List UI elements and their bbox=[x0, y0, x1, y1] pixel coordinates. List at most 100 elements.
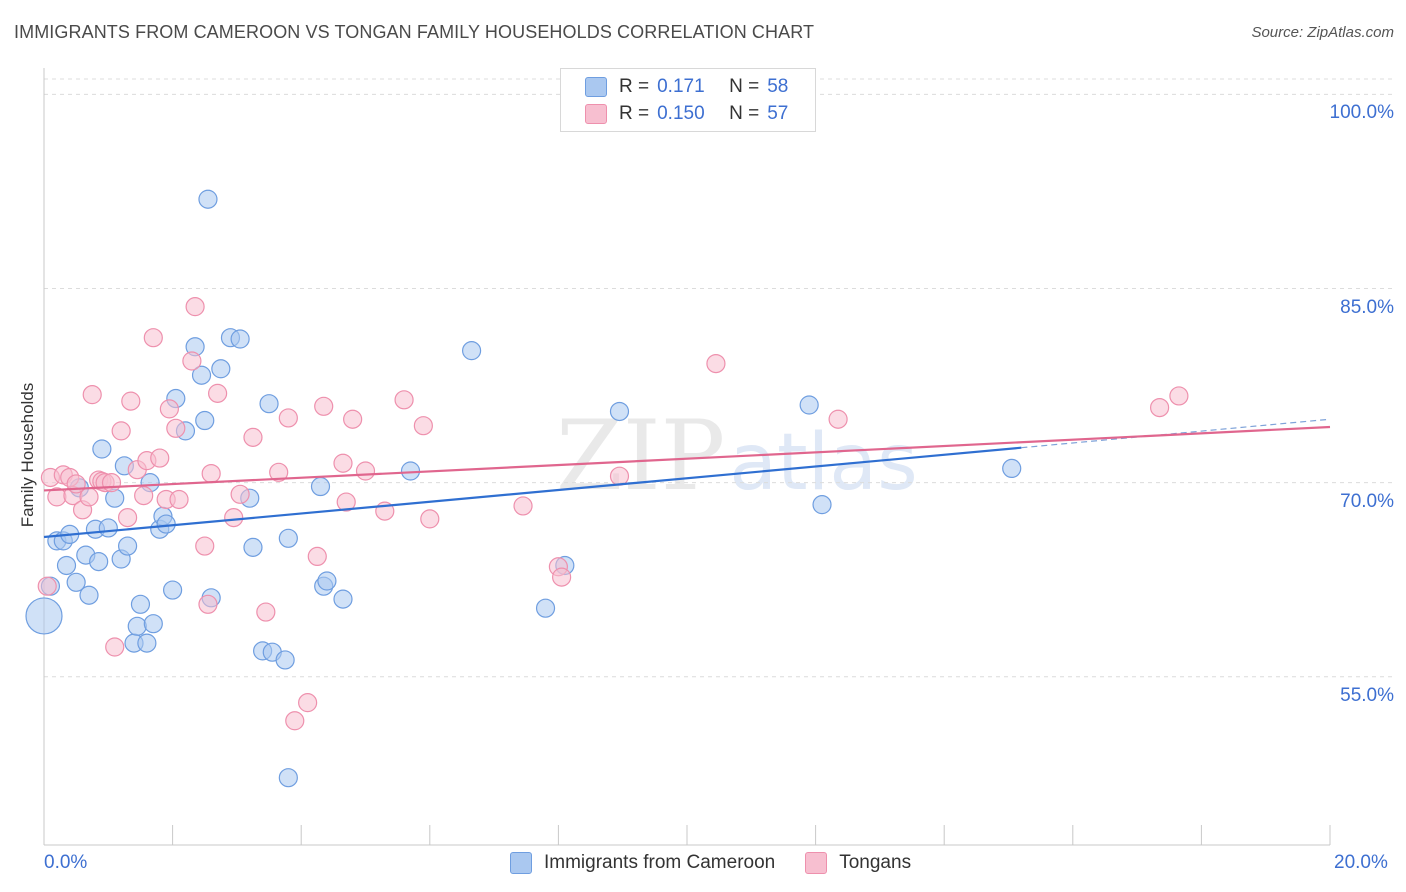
point-tongans bbox=[513, 496, 533, 516]
r-value: 0.171 bbox=[657, 76, 705, 97]
point-tongans bbox=[420, 509, 440, 529]
point-tongans bbox=[343, 409, 363, 429]
point-tongans bbox=[159, 399, 179, 419]
point-cameroon bbox=[198, 189, 218, 209]
point-tongans bbox=[336, 492, 356, 512]
point-cameroon bbox=[259, 394, 279, 414]
point-tongans bbox=[230, 484, 250, 504]
y-tick-label-100: 100.0% bbox=[1329, 102, 1394, 124]
point-tongans bbox=[314, 396, 334, 416]
legend-swatch-tongans bbox=[585, 104, 607, 124]
r-label: R = bbox=[619, 76, 650, 97]
point-tongans bbox=[121, 391, 141, 411]
point-cameroon bbox=[278, 528, 298, 548]
point-tongans bbox=[105, 637, 125, 657]
point-tongans bbox=[552, 567, 572, 587]
point-cameroon bbox=[98, 518, 118, 538]
stats-legend: R = 0.171 N = 58 R = 0.150 N = 57 bbox=[560, 68, 816, 132]
point-tongans bbox=[195, 536, 215, 556]
point-cameroon bbox=[812, 495, 832, 515]
y-tick-label-85: 85.0% bbox=[1340, 296, 1394, 318]
point-tongans bbox=[243, 427, 263, 447]
stats-row-cameroon: R = 0.171 N = 58 bbox=[585, 75, 789, 99]
point-cameroon bbox=[310, 476, 331, 497]
point-cameroon bbox=[275, 650, 295, 670]
legend-item-tongans[interactable]: Tongans bbox=[805, 852, 911, 874]
y-tick-label-70: 70.0% bbox=[1340, 490, 1394, 512]
point-tongans bbox=[706, 353, 726, 374]
point-tongans bbox=[208, 383, 228, 403]
legend-swatch-cameroon bbox=[510, 852, 532, 874]
watermark: ZIPatlas bbox=[556, 400, 918, 512]
legend-item-cameroon[interactable]: Immigrants from Cameroon bbox=[510, 852, 775, 874]
n-value: 57 bbox=[767, 103, 789, 124]
point-cameroon bbox=[191, 365, 212, 385]
point-cameroon bbox=[1002, 458, 1022, 479]
point-tongans bbox=[609, 466, 630, 486]
point-cameroon bbox=[461, 341, 482, 361]
n-label: N = bbox=[729, 76, 760, 97]
point-cameroon bbox=[92, 439, 112, 459]
point-tongans bbox=[169, 489, 189, 510]
point-cameroon bbox=[317, 571, 337, 591]
chart-title: IMMIGRANTS FROM CAMEROON VS TONGAN FAMIL… bbox=[14, 22, 815, 42]
point-cameroon bbox=[137, 633, 157, 653]
x-tick-label-max: 20.0% bbox=[1334, 852, 1388, 873]
point-cameroon bbox=[56, 555, 77, 576]
trend-line-cameroon-extended bbox=[1021, 418, 1331, 449]
legend-label-tongans: Tongans bbox=[839, 852, 912, 873]
point-tongans bbox=[1169, 386, 1189, 406]
point-tongans bbox=[285, 711, 305, 731]
point-cameroon bbox=[243, 537, 263, 557]
point-tongans bbox=[117, 507, 138, 528]
n-value: 58 bbox=[767, 76, 789, 97]
point-tongans bbox=[143, 328, 163, 348]
point-tongans bbox=[256, 602, 276, 622]
point-cameroon bbox=[535, 598, 556, 618]
point-cameroon bbox=[230, 329, 250, 349]
point-tongans bbox=[198, 594, 218, 614]
trend-line-tongans bbox=[43, 425, 1331, 492]
legend-swatch-tongans bbox=[805, 852, 828, 874]
point-cameroon bbox=[127, 616, 147, 636]
watermark-zip: ZIP bbox=[556, 400, 726, 512]
point-tongans bbox=[224, 507, 244, 528]
point-cameroon bbox=[105, 488, 125, 508]
point-cameroon bbox=[278, 768, 298, 788]
watermark-atlas: atlas bbox=[729, 418, 918, 508]
point-cameroon bbox=[89, 551, 109, 572]
point-cameroon bbox=[143, 614, 163, 634]
point-tongans bbox=[201, 463, 221, 484]
y-tick-label-55: 55.0% bbox=[1340, 684, 1394, 706]
n-label: N = bbox=[729, 103, 760, 124]
point-tongans bbox=[134, 485, 154, 506]
point-tongans bbox=[82, 385, 102, 405]
legend-swatch-cameroon bbox=[585, 77, 607, 97]
point-cameroon bbox=[66, 572, 86, 592]
point-tongans bbox=[1150, 397, 1170, 418]
point-tongans bbox=[150, 448, 170, 468]
point-tongans bbox=[111, 421, 131, 441]
point-tongans bbox=[298, 693, 318, 713]
point-tongans bbox=[101, 473, 122, 493]
point-tongans bbox=[828, 409, 848, 429]
series-legend: Immigrants from Cameroon Tongans bbox=[510, 852, 941, 874]
point-tongans bbox=[333, 453, 353, 473]
point-tongans bbox=[79, 487, 99, 507]
point-cameroon bbox=[799, 395, 819, 415]
r-value: 0.150 bbox=[657, 103, 705, 124]
point-cameroon bbox=[25, 597, 63, 635]
point-cameroon bbox=[117, 536, 138, 556]
point-tongans bbox=[394, 390, 414, 410]
point-tongans bbox=[182, 351, 202, 371]
point-cameroon bbox=[130, 594, 151, 614]
point-tongans bbox=[166, 418, 186, 438]
x-tick-label-min: 0.0% bbox=[44, 852, 88, 873]
point-cameroon bbox=[609, 401, 630, 422]
stats-row-tongans: R = 0.150 N = 57 bbox=[585, 102, 789, 126]
point-tongans bbox=[413, 416, 433, 436]
point-cameroon bbox=[333, 589, 353, 609]
point-tongans bbox=[307, 546, 327, 567]
legend-label-cameroon: Immigrants from Cameroon bbox=[544, 852, 776, 873]
